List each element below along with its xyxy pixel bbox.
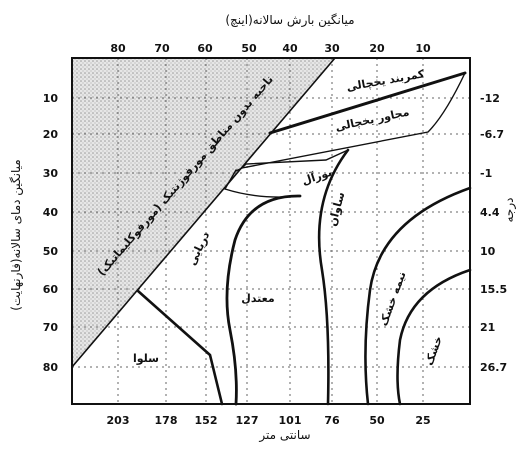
bottom-tick: 25 bbox=[415, 414, 430, 427]
left-tick: 60 bbox=[43, 283, 59, 296]
semiarid-boundary bbox=[364, 186, 472, 406]
bottom-tick: 178 bbox=[155, 414, 178, 427]
periglacial-boundary bbox=[241, 72, 466, 169]
left-tick: 20 bbox=[43, 128, 59, 141]
bottom-axis-title: سانتی متر bbox=[258, 428, 310, 443]
right-tick: 21 bbox=[480, 321, 495, 334]
right-tick: 4.4 bbox=[480, 206, 500, 219]
top-tick: 40 bbox=[282, 42, 298, 55]
right-tick: 26.7 bbox=[480, 361, 507, 374]
left-tick: 40 bbox=[43, 206, 59, 219]
glacial-boundary bbox=[268, 71, 467, 135]
arid-boundary bbox=[396, 268, 472, 406]
bottom-ticks: 203 178 152 127 101 76 50 25 bbox=[107, 414, 431, 427]
temperate-boundary bbox=[225, 194, 302, 406]
top-tick: 50 bbox=[241, 42, 257, 55]
top-tick: 80 bbox=[110, 42, 126, 55]
top-tick: 20 bbox=[369, 42, 385, 55]
right-tick: 15.5 bbox=[480, 283, 507, 296]
bottom-tick: 101 bbox=[279, 414, 302, 427]
zone-label-temperate: معتدل bbox=[241, 292, 274, 305]
bottom-tick: 152 bbox=[195, 414, 218, 427]
selva-boundary bbox=[136, 289, 224, 406]
top-tick: 60 bbox=[197, 42, 213, 55]
bottom-tick: 50 bbox=[369, 414, 385, 427]
top-tick: 70 bbox=[154, 42, 170, 55]
right-tick: -1 bbox=[480, 167, 492, 180]
left-tick: 70 bbox=[43, 321, 59, 334]
zone-boundaries bbox=[71, 57, 472, 406]
boreal-boundary bbox=[235, 149, 349, 172]
top-tick: 30 bbox=[324, 42, 340, 55]
left-tick: 30 bbox=[43, 167, 59, 180]
left-tick: 80 bbox=[43, 361, 59, 374]
left-axis-title: میانگین دمای سالانه(فارنهایت) bbox=[9, 159, 24, 310]
bottom-tick: 127 bbox=[236, 414, 259, 427]
left-tick: 10 bbox=[43, 92, 59, 105]
bottom-tick: 203 bbox=[107, 414, 130, 427]
zone-label-maritime: دریایی bbox=[185, 229, 212, 267]
bottom-tick: 76 bbox=[324, 414, 340, 427]
zone-label-selva: سلوا bbox=[133, 352, 159, 365]
zone-label-savanna: ساوان bbox=[326, 191, 348, 228]
top-ticks: 80 70 60 50 40 30 20 10 bbox=[110, 42, 431, 55]
top-axis-title: میانگین بارش سالانه(اینچ) bbox=[225, 13, 354, 28]
maritime-boundary bbox=[224, 169, 237, 190]
right-tick: -12 bbox=[480, 92, 500, 105]
plot-frame bbox=[71, 57, 471, 405]
right-tick: -6.7 bbox=[480, 128, 504, 141]
diagonal-boundary bbox=[71, 57, 336, 368]
grid-lines bbox=[72, 58, 470, 404]
right-ticks: -12 -6.7 -1 4.4 10 15.5 21 26.7 bbox=[480, 92, 507, 374]
zone-label-semi-arid: نیمه خشک bbox=[377, 270, 409, 328]
left-ticks: 10 20 30 40 50 60 70 80 bbox=[43, 92, 59, 374]
savanna-boundary bbox=[317, 148, 350, 406]
zone-label-arid: خشک bbox=[422, 334, 445, 367]
right-axis-title: درجه bbox=[502, 198, 517, 223]
left-tick: 50 bbox=[43, 245, 59, 258]
right-tick: 10 bbox=[480, 245, 496, 258]
top-tick: 10 bbox=[415, 42, 431, 55]
